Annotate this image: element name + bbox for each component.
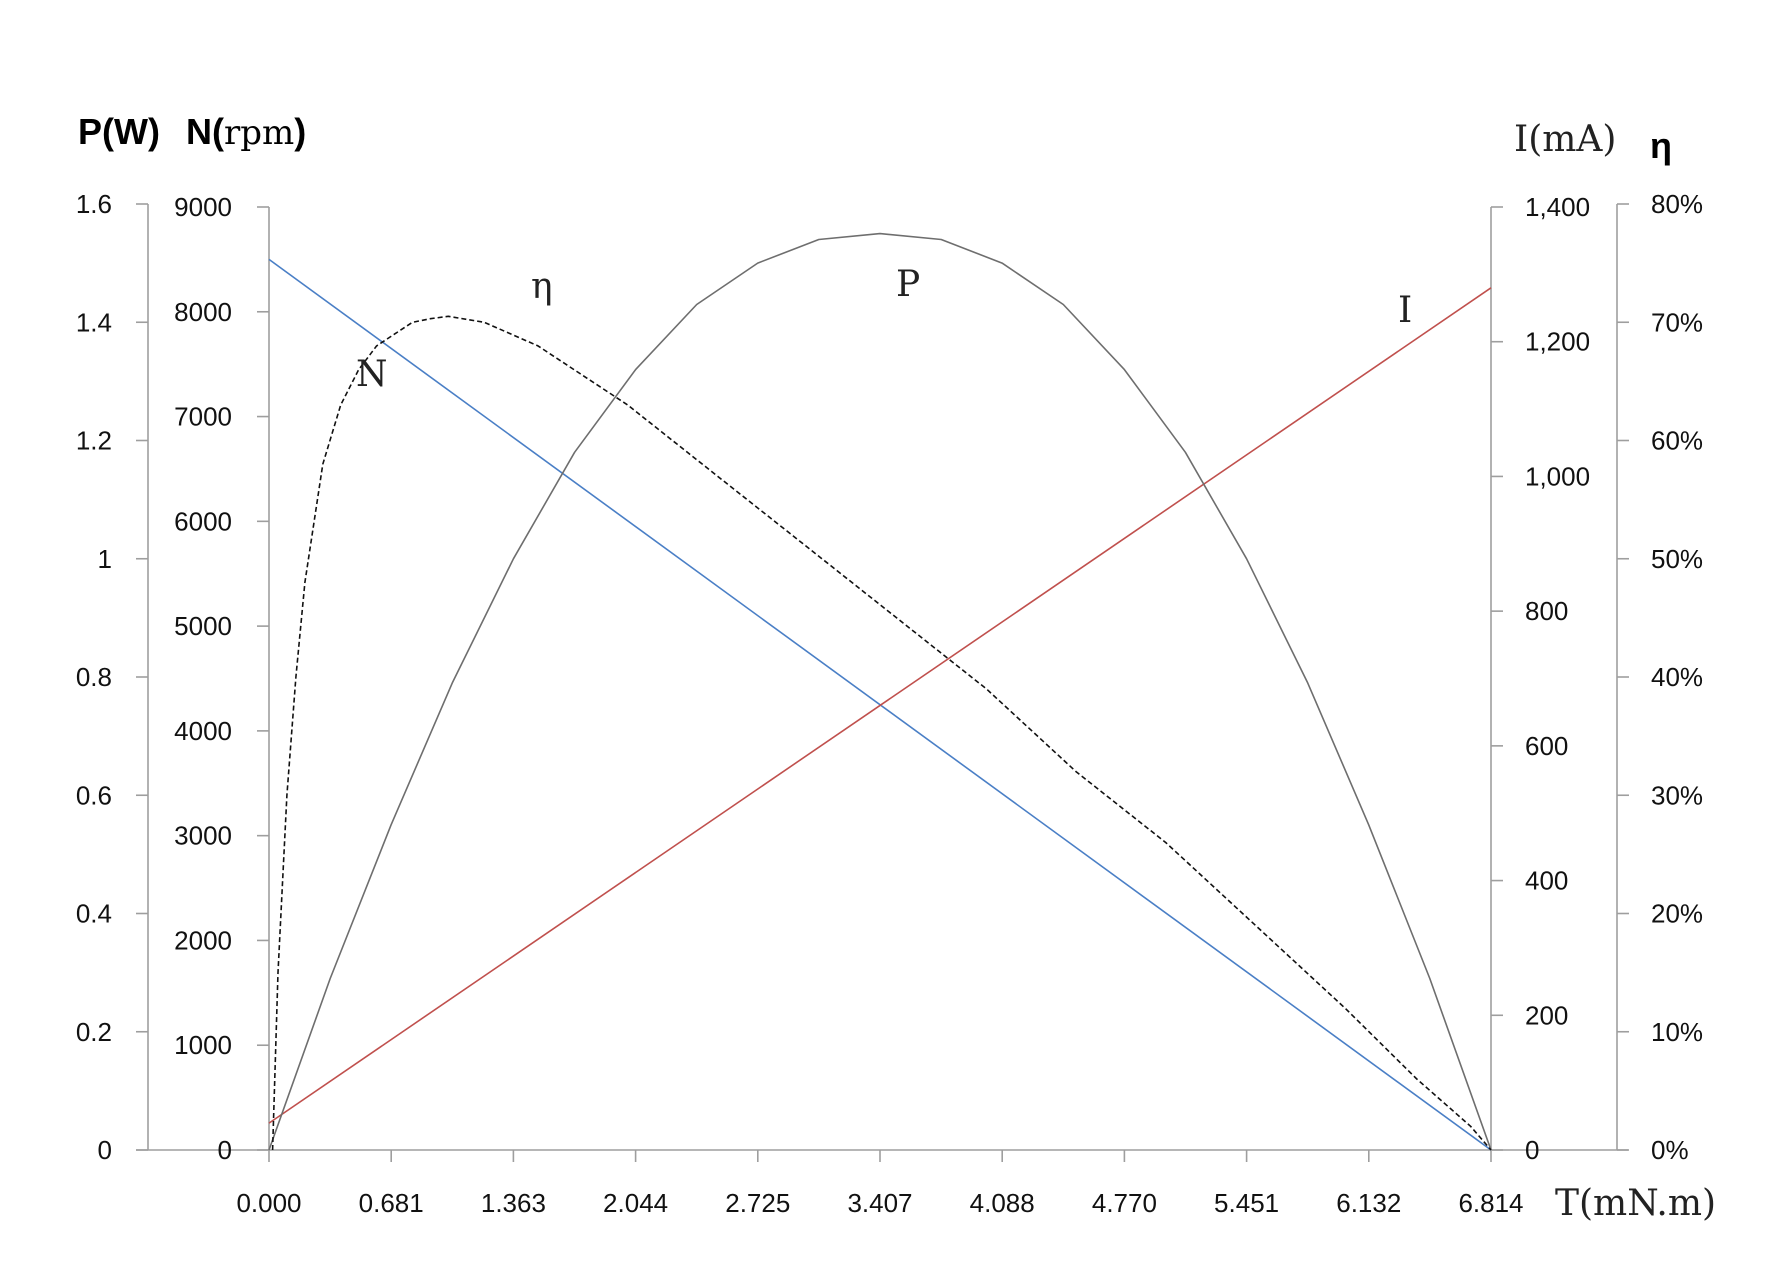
n-axis-tick-label: 8000 — [174, 297, 232, 327]
n-axis-tick-label: 2000 — [174, 925, 232, 955]
x-axis-tick-label: 1.363 — [481, 1188, 546, 1218]
curve-label-eta: η — [531, 266, 553, 307]
n-axis-title: N(rpm) — [186, 111, 306, 153]
curve-label-i: I — [1398, 290, 1412, 331]
i-axis-tick-label: 200 — [1525, 1000, 1568, 1030]
n-axis-tick-label: 7000 — [174, 402, 232, 432]
i-axis-tick-label: 1,400 — [1525, 192, 1590, 222]
p-axis-tick-label: 1 — [98, 544, 112, 574]
series-layer — [268, 232, 1492, 1151]
i-axis-tick-label: 600 — [1525, 731, 1568, 761]
x-axis-tick-label: 0.681 — [359, 1188, 424, 1218]
curve-label-n: N — [356, 354, 388, 395]
i-axis-ticks: 0 200 400 600 800 1,000 1,200 1,400 — [1491, 192, 1590, 1165]
i-axis-tick-label: 0 — [1525, 1135, 1539, 1165]
eta-axis-ticks: 0% 10% 20% 30% 40% 50% 60% 70% 80% — [1617, 189, 1703, 1165]
x-axis-tick-label: 5.451 — [1214, 1188, 1279, 1218]
n-axis-tick-label: 4000 — [174, 716, 232, 746]
series-line-i — [268, 287, 1492, 1124]
eta-axis-tick-label: 80% — [1651, 189, 1703, 219]
x-axis-tick-label: 6.132 — [1336, 1188, 1401, 1218]
i-axis-tick-label: 1,200 — [1525, 327, 1590, 357]
n-axis-title-unit: rpm — [224, 113, 294, 153]
x-axis-tick-label: 3.407 — [847, 1188, 912, 1218]
eta-axis-tick-label: 30% — [1651, 780, 1703, 810]
p-axis-ticks: 0 0.2 0.4 0.6 0.8 1 1.2 1.4 1.6 — [76, 189, 148, 1165]
x-axis-tick-label: 2.725 — [725, 1188, 790, 1218]
p-axis-tick-label: 1.6 — [76, 189, 112, 219]
p-axis-tick-label: 0.2 — [76, 1017, 112, 1047]
n-axis-tick-label: 0 — [218, 1135, 232, 1165]
x-axis-tick-label: 2.044 — [603, 1188, 668, 1218]
p-axis-title: P(W) — [78, 111, 160, 152]
n-axis-ticks: 0 1000 2000 3000 4000 5000 6000 7000 8000 9000 — [174, 192, 269, 1165]
x-axis-ticks: 0.000 0.681 1.363 2.044 2.725 3.407 4.088 4.770… — [236, 1150, 1524, 1218]
eta-axis-tick-label: 50% — [1651, 544, 1703, 574]
x-axis-title: T(mN.m) — [1555, 1183, 1716, 1224]
n-axis-tick-label: 5000 — [174, 611, 232, 641]
p-axis-tick-label: 1.4 — [76, 307, 112, 337]
series-line-p — [268, 232, 1492, 1151]
p-axis-tick-label: 0.6 — [76, 780, 112, 810]
eta-axis-tick-label: 40% — [1651, 662, 1703, 692]
eta-axis-title: η — [1650, 125, 1672, 166]
i-axis-tick-label: 1,000 — [1525, 461, 1590, 491]
x-axis-tick-label: 4.770 — [1092, 1188, 1157, 1218]
series-line-eta — [271, 315, 1492, 1151]
eta-axis-tick-label: 70% — [1651, 307, 1703, 337]
n-axis-tick-label: 1000 — [174, 1030, 232, 1060]
x-axis-tick-label: 4.088 — [970, 1188, 1035, 1218]
n-axis-tick-label: 9000 — [174, 192, 232, 222]
n-axis-tick-label: 3000 — [174, 821, 232, 851]
p-axis-tick-label: 0 — [98, 1135, 112, 1165]
eta-axis-tick-label: 20% — [1651, 899, 1703, 929]
eta-axis-tick-label: 10% — [1651, 1017, 1703, 1047]
x-axis-tick-label: 0.000 — [236, 1188, 301, 1218]
eta-axis-tick-label: 60% — [1651, 426, 1703, 456]
i-axis-title: I(mA) — [1514, 119, 1616, 160]
eta-axis-tick-label: 0% — [1651, 1135, 1689, 1165]
p-axis-tick-label: 1.2 — [76, 426, 112, 456]
x-axis-tick-label: 6.814 — [1458, 1188, 1523, 1218]
p-axis-tick-label: 0.4 — [76, 899, 112, 929]
n-axis-tick-label: 6000 — [174, 506, 232, 536]
curve-label-p: P — [896, 264, 920, 305]
i-axis-tick-label: 800 — [1525, 596, 1568, 626]
i-axis-tick-label: 400 — [1525, 866, 1568, 896]
p-axis-tick-label: 0.8 — [76, 662, 112, 692]
n-axis-title-prefix: N( — [186, 111, 224, 152]
n-axis-title-suffix: ) — [294, 111, 306, 152]
